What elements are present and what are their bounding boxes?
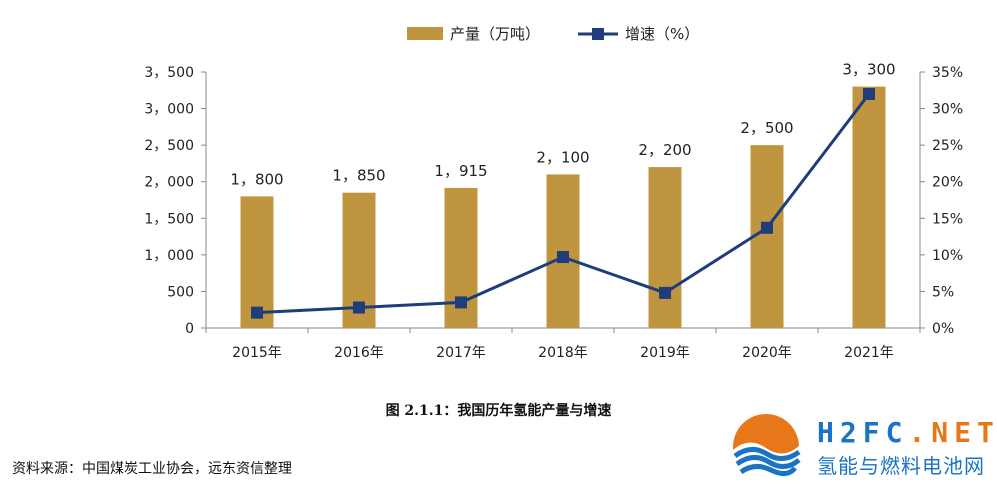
y-right-tick-label: 30% — [932, 102, 963, 118]
logo-subtitle: 氢能与燃料电池网 — [817, 454, 985, 478]
x-tick-label: 2015年 — [232, 345, 282, 361]
growth-point — [863, 87, 875, 100]
x-tick-label: 2018年 — [538, 345, 588, 361]
bar — [648, 167, 682, 328]
y-left-tick-label: 2，000 — [144, 175, 194, 191]
chart: 0 500 1，000 1，500 2，000 2，500 3，000 3，500 0% 5% 10… — [144, 25, 963, 361]
bar-value-label: 1，800 — [230, 170, 283, 188]
logo: H2FC.NET 氢能与燃料电池网 — [723, 410, 994, 486]
y-left-tick-label: 2，500 — [144, 138, 194, 154]
bar-value-label: 2，500 — [740, 119, 793, 137]
growth-point — [659, 286, 671, 299]
legend-swatch-marker — [592, 28, 604, 40]
y-left-tick-label: 0 — [185, 321, 194, 337]
growth-point — [761, 221, 773, 234]
logo-text: H2FC.NET — [817, 416, 997, 449]
x-tick-label: 2021年 — [844, 345, 894, 361]
growth-point — [455, 296, 467, 309]
y-right-tick-label: 15% — [932, 211, 963, 227]
y-left-tick-label: 500 — [167, 284, 194, 300]
legend-label-bar: 产量（万吨） — [450, 25, 540, 43]
legend-label-line: 增速（%） — [625, 25, 699, 43]
x-tick-label: 2020年 — [742, 345, 792, 361]
growth-point — [353, 301, 365, 314]
source-note: 资料来源：中国煤炭工业协会，远东资信整理 — [12, 461, 292, 477]
y-right-tick-label: 5% — [932, 284, 954, 300]
bar-value-label: 3，300 — [842, 61, 895, 79]
y-left-tick-label: 3，000 — [144, 102, 194, 118]
x-tick-label: 2019年 — [640, 345, 690, 361]
y-right-tick-label: 35% — [932, 65, 963, 81]
y-left-tick-label: 3，500 — [144, 65, 194, 81]
figure-caption: 图 2.1.1：我国历年氢能产量与增速 — [385, 403, 612, 419]
x-tick-label: 2017年 — [436, 345, 486, 361]
growth-point — [557, 251, 569, 264]
x-tick-label: 2016年 — [334, 345, 384, 361]
y-right-tick-label: 10% — [932, 248, 963, 264]
bar-value-label: 1，850 — [332, 167, 385, 185]
bar-value-label: 2，100 — [536, 148, 589, 166]
logo-wave-icon — [733, 414, 801, 480]
legend-swatch-bar — [407, 27, 443, 40]
bar-value-label: 1，915 — [434, 162, 487, 180]
bar-value-label: 2，200 — [638, 141, 691, 159]
y-right-tick-label: 0% — [932, 321, 954, 337]
y-right-tick-label: 20% — [932, 175, 963, 191]
bar — [240, 196, 274, 328]
y-right-tick-label: 25% — [932, 138, 963, 154]
y-left-tick-label: 1，000 — [144, 248, 194, 264]
growth-point — [251, 306, 263, 319]
y-left-tick-label: 1，500 — [144, 211, 194, 227]
bar — [852, 86, 886, 328]
